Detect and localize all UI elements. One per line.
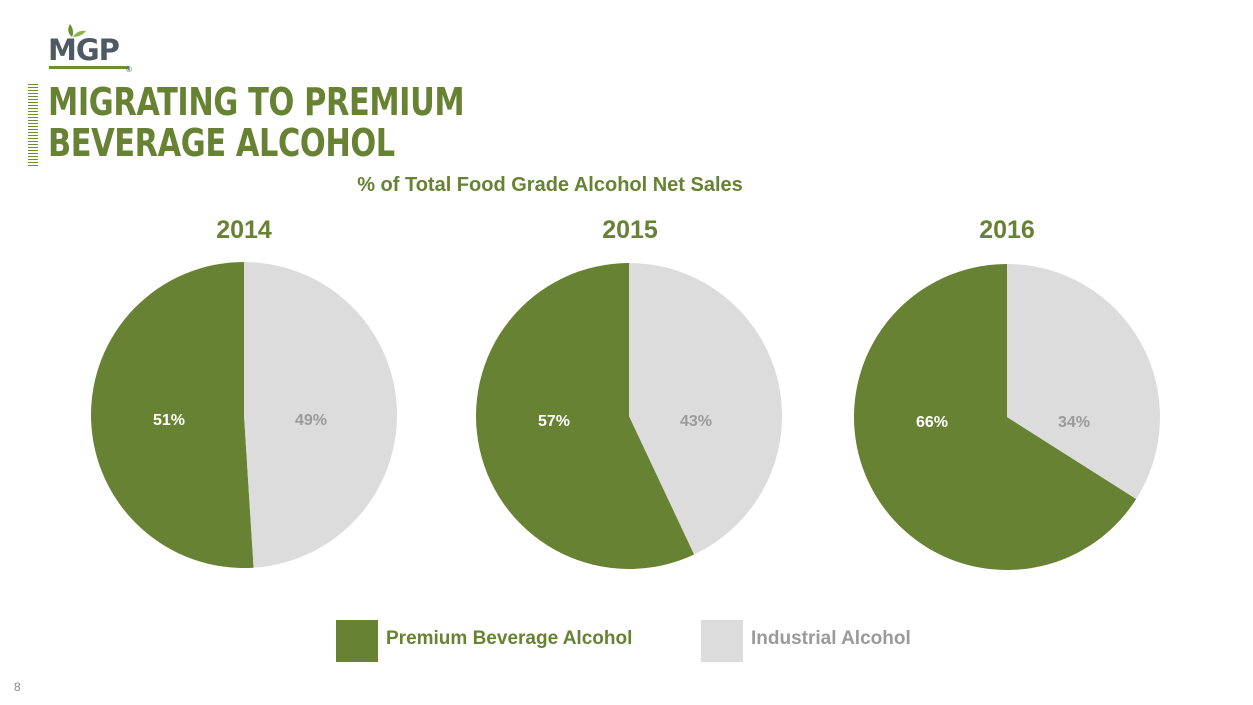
- pie-slice-premium-2015: [475, 263, 695, 570]
- slice-label-premium-2015: 57%: [538, 413, 570, 430]
- chart-title: % of Total Food Grade Alcohol Net Sales: [357, 174, 743, 196]
- logo-wordmark: MGP: [48, 33, 120, 67]
- pie-slice-industrial-2015: [629, 263, 783, 555]
- pie-slice-premium-2014: [90, 262, 254, 568]
- pie-2015: 57% 43%: [475, 263, 783, 570]
- logo-underline: [49, 66, 129, 69]
- pie-title-2015: 2015: [602, 216, 658, 244]
- slice-label-premium-2014: 51%: [153, 412, 185, 429]
- pie-slice-premium-2016: [853, 264, 1137, 570]
- legend-swatch-premium: [336, 620, 378, 662]
- page-number: 8: [14, 680, 21, 694]
- slice-label-industrial-2015: 43%: [680, 413, 712, 430]
- company-logo: MGP ®: [48, 22, 148, 74]
- slice-label-industrial-2016: 34%: [1058, 414, 1090, 431]
- pie-2014: 51% 49%: [90, 262, 397, 568]
- leaf-icon: [68, 24, 86, 37]
- legend-swatch-industrial: [701, 620, 743, 662]
- pie-title-2016: 2016: [979, 216, 1035, 244]
- slice-label-premium-2016: 66%: [916, 414, 948, 431]
- title-accent-bar: [28, 84, 38, 166]
- slice-label-industrial-2014: 49%: [295, 412, 327, 429]
- logo-registered-mark: ®: [126, 65, 132, 74]
- pie-slice-industrial-2016: [1007, 264, 1160, 499]
- pie-title-2014: 2014: [216, 216, 272, 244]
- legend-label-premium: Premium Beverage Alcohol: [386, 628, 633, 649]
- slide-title: Migrating to Premium Beverage Alcohol: [48, 80, 465, 165]
- pie-slice-industrial-2014: [244, 262, 397, 568]
- pie-2016: 66% 34%: [853, 264, 1160, 570]
- legend-label-industrial: Industrial Alcohol: [751, 628, 911, 649]
